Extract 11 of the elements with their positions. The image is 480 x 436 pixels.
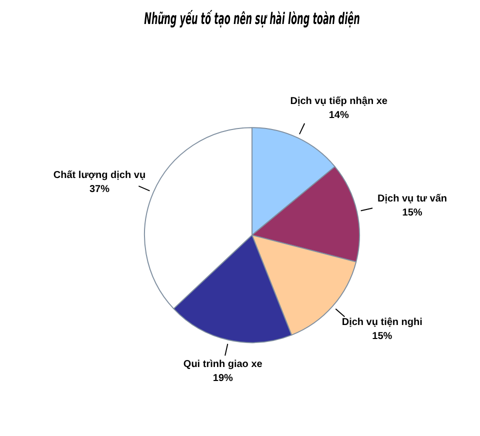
data-label: 37% [89,184,110,195]
data-label: 15% [402,208,422,219]
data-label: 19% [212,373,233,384]
slice-label: Dịch vụ tiện nghi [342,317,423,328]
chart-title: Những yếu tố tạo nên sự hài lòng toàn diện [144,8,360,29]
data-label: 15% [372,331,392,342]
data-label: 14% [328,110,349,122]
slice-label: Dịch vụ tiếp nhận xe [290,96,388,108]
slice-label: Qui trình giao xe [183,359,263,370]
slice-label: Dịch vụ tư vấn [378,194,448,205]
slice-label: Chất lượng dịch vụ [53,170,146,181]
